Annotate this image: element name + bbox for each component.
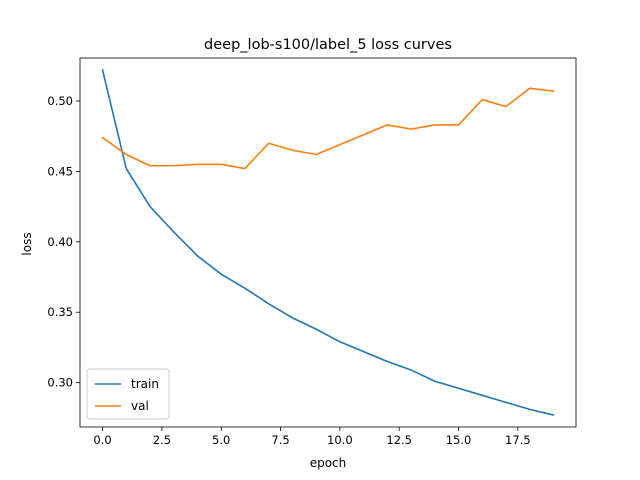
x-tick-label: 7.5 (271, 433, 289, 447)
x-tick-label: 2.5 (153, 433, 171, 447)
x-tick-label: 0.0 (93, 433, 111, 447)
y-tick-label: 0.45 (47, 164, 73, 178)
x-tick-label: 15.0 (446, 433, 472, 447)
legend-label-train: train (131, 377, 159, 391)
y-tick-label: 0.40 (47, 235, 73, 249)
series-line-train (101, 69, 555, 416)
chart-title: deep_lob-s100/label_5 loss curves (204, 37, 452, 53)
series-line-val (101, 87, 555, 170)
plot-frame (79, 57, 577, 428)
plot-area: 0.0 2.5 5.0 7.5 10.0 12.5 15.0 17.5 0.30 0.35 0.40… (47, 57, 577, 447)
x-tick-label: 17.5 (505, 433, 531, 447)
x-tick-label: 12.5 (386, 433, 412, 447)
y-axis-label: loss (20, 232, 34, 255)
y-tick-label: 0.50 (47, 94, 73, 108)
y-tick-label: 0.35 (47, 305, 73, 319)
x-tick-label: 10.0 (327, 433, 353, 447)
legend-label-val: val (131, 399, 149, 413)
x-axis-label: epoch (310, 456, 347, 470)
x-tick-label: 5.0 (212, 433, 230, 447)
y-tick-label: 0.30 (47, 376, 73, 390)
